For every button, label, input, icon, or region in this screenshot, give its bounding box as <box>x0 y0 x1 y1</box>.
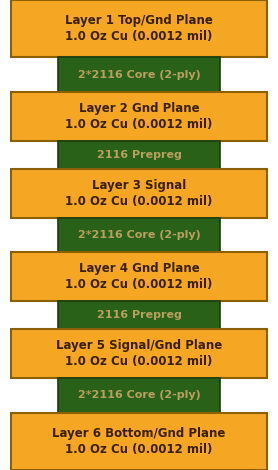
Text: Layer 3 Signal
1.0 Oz Cu (0.0012 mil): Layer 3 Signal 1.0 Oz Cu (0.0012 mil) <box>65 179 213 208</box>
Text: Layer 6 Bottom/Gnd Plane
1.0 Oz Cu (0.0012 mil): Layer 6 Bottom/Gnd Plane 1.0 Oz Cu (0.00… <box>52 427 226 456</box>
Bar <box>58 218 220 252</box>
Text: Layer 2 Gnd Plane
1.0 Oz Cu (0.0012 mil): Layer 2 Gnd Plane 1.0 Oz Cu (0.0012 mil) <box>65 102 213 131</box>
Bar <box>11 169 267 218</box>
Bar <box>11 0 267 57</box>
Bar <box>11 252 267 301</box>
Text: 2116 Prepreg: 2116 Prepreg <box>96 150 182 160</box>
Text: Layer 1 Top/Gnd Plane
1.0 Oz Cu (0.0012 mil): Layer 1 Top/Gnd Plane 1.0 Oz Cu (0.0012 … <box>65 14 213 43</box>
Text: 2116 Prepreg: 2116 Prepreg <box>96 310 182 320</box>
Bar <box>58 141 220 169</box>
Bar <box>58 301 220 329</box>
Text: Layer 5 Signal/Gnd Plane
1.0 Oz Cu (0.0012 mil): Layer 5 Signal/Gnd Plane 1.0 Oz Cu (0.00… <box>56 339 222 368</box>
Bar <box>11 92 267 141</box>
Bar <box>58 57 220 92</box>
Text: 2*2116 Core (2-ply): 2*2116 Core (2-ply) <box>78 391 200 400</box>
Text: 2*2116 Core (2-ply): 2*2116 Core (2-ply) <box>78 70 200 79</box>
Text: Layer 4 Gnd Plane
1.0 Oz Cu (0.0012 mil): Layer 4 Gnd Plane 1.0 Oz Cu (0.0012 mil) <box>65 262 213 291</box>
Bar <box>11 329 267 378</box>
Bar <box>11 413 267 470</box>
Text: 2*2116 Core (2-ply): 2*2116 Core (2-ply) <box>78 230 200 240</box>
Bar <box>58 378 220 413</box>
